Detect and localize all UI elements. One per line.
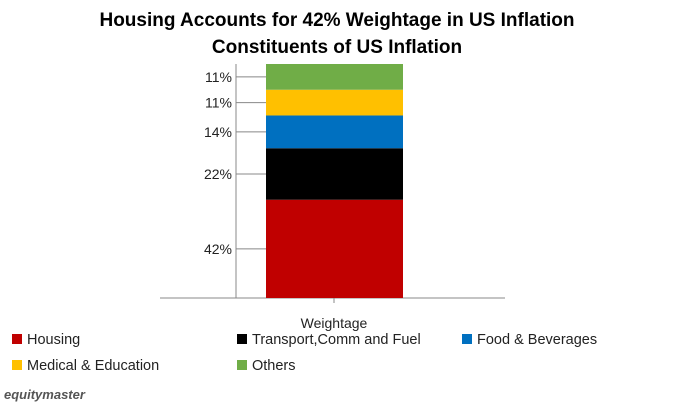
legend-swatch	[12, 360, 22, 370]
bar-segment-housing	[266, 199, 403, 298]
legend: Housing Transport,Comm and Fuel Food & Bev…	[12, 332, 597, 374]
bar-segment-medical-education	[266, 89, 403, 116]
bar-segment-transport-comm-and-fuel	[266, 148, 403, 200]
plot-area: 42% 22% 14% 11% 11% Weightage	[160, 64, 505, 331]
legend-swatch	[237, 334, 247, 344]
data-label: 42%	[204, 241, 232, 257]
x-tick-label: Weightage	[301, 315, 368, 331]
legend-item: Medical & Education	[12, 358, 159, 374]
data-label: 11%	[205, 95, 232, 111]
bar-segment-food-beverages	[266, 115, 403, 149]
data-label: 11%	[205, 69, 232, 85]
data-label: 22%	[204, 166, 232, 182]
legend-item: Food & Beverages	[462, 332, 597, 348]
chart-subtitle: Constituents of US Inflation	[212, 37, 462, 58]
legend-label: Transport,Comm and Fuel	[252, 332, 421, 348]
legend-item: Housing	[12, 332, 80, 348]
legend-swatch	[237, 360, 247, 370]
chart-title: Housing Accounts for 42% Weightage in US…	[99, 10, 574, 31]
legend-label: Food & Beverages	[477, 332, 597, 348]
legend-swatch	[12, 334, 22, 344]
legend-swatch	[462, 334, 472, 344]
legend-item: Transport,Comm and Fuel	[237, 332, 421, 348]
legend-label: Others	[252, 358, 296, 374]
legend-item: Others	[237, 358, 296, 374]
brand-logo: equitymaster	[4, 387, 86, 402]
legend-label: Medical & Education	[27, 358, 159, 374]
bar-segment-others	[266, 64, 403, 90]
legend-label: Housing	[27, 332, 80, 348]
data-label: 14%	[204, 124, 232, 140]
